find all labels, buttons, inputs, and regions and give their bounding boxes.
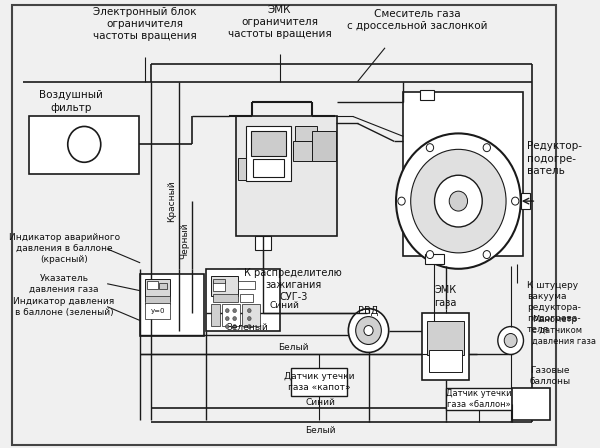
Bar bbox=[242, 304, 260, 326]
Text: ЭМК
ограничителя
частоты вращения: ЭМК ограничителя частоты вращения bbox=[227, 4, 331, 39]
Bar bbox=[145, 303, 170, 319]
Circle shape bbox=[426, 250, 434, 258]
Bar bbox=[212, 294, 238, 302]
Circle shape bbox=[247, 324, 251, 328]
Bar bbox=[212, 279, 226, 283]
Text: Белый: Белый bbox=[305, 426, 336, 435]
Bar bbox=[211, 304, 220, 326]
Bar bbox=[240, 294, 253, 302]
Circle shape bbox=[247, 309, 251, 313]
Circle shape bbox=[504, 333, 517, 348]
Text: РВД: РВД bbox=[358, 306, 379, 316]
Circle shape bbox=[483, 144, 490, 151]
Text: Указатель
давления газа: Указатель давления газа bbox=[29, 274, 99, 294]
Circle shape bbox=[247, 317, 251, 321]
Text: Датчик утечки
газа «капот»: Датчик утечки газа «капот» bbox=[284, 372, 354, 392]
Text: СУГ-3: СУГ-3 bbox=[279, 292, 308, 302]
Bar bbox=[420, 90, 434, 99]
Bar bbox=[255, 236, 271, 250]
Bar bbox=[427, 321, 464, 355]
Text: Синий: Синий bbox=[306, 398, 336, 407]
Bar bbox=[521, 193, 530, 209]
Bar bbox=[160, 283, 167, 289]
Text: Белый: Белый bbox=[278, 343, 308, 352]
Text: К распределителю
зажигания: К распределителю зажигания bbox=[244, 267, 342, 290]
Text: Индикатор аварийного
давления в баллоне
(красный): Индикатор аварийного давления в баллоне … bbox=[8, 233, 119, 264]
Text: Черный: Черный bbox=[181, 223, 190, 259]
Circle shape bbox=[233, 309, 236, 313]
Circle shape bbox=[483, 250, 490, 258]
Bar bbox=[422, 313, 469, 380]
Circle shape bbox=[398, 197, 405, 205]
Bar bbox=[140, 274, 205, 336]
Bar bbox=[295, 126, 317, 142]
Text: Смеситель газа
с дроссельной заслонкой: Смеситель газа с дроссельной заслонкой bbox=[347, 9, 487, 31]
Text: Воздушный
фильтр: Воздушный фильтр bbox=[40, 90, 103, 113]
Circle shape bbox=[68, 126, 101, 162]
Text: Электронный блок
ограничителя
частоты вращения: Электронный блок ограничителя частоты вр… bbox=[93, 7, 197, 41]
Text: y=0: y=0 bbox=[151, 308, 165, 314]
Bar bbox=[245, 126, 292, 181]
Text: Газовые
баллоны: Газовые баллоны bbox=[530, 366, 571, 386]
Circle shape bbox=[226, 317, 229, 321]
Circle shape bbox=[356, 317, 382, 345]
Bar bbox=[425, 254, 444, 264]
Bar bbox=[403, 91, 523, 256]
Text: Манометр
с датчиком
давления газа: Манометр с датчиком давления газа bbox=[532, 315, 596, 346]
Bar bbox=[251, 131, 286, 156]
Circle shape bbox=[434, 175, 482, 227]
Text: ЭМК
газа: ЭМК газа bbox=[434, 285, 457, 308]
Bar bbox=[290, 368, 347, 396]
Circle shape bbox=[410, 149, 506, 253]
Circle shape bbox=[396, 134, 521, 269]
Bar bbox=[236, 116, 337, 236]
Bar bbox=[212, 281, 226, 291]
Bar bbox=[429, 350, 462, 372]
Bar bbox=[446, 388, 512, 410]
Text: К штуцеру
вакуума
редуктора-
подогрева-
теля: К штуцеру вакуума редуктора- подогрева- … bbox=[527, 281, 581, 334]
Text: Зеленый: Зеленый bbox=[227, 323, 268, 332]
Circle shape bbox=[349, 309, 389, 353]
Text: Редуктор-
подогре-
ватель: Редуктор- подогре- ватель bbox=[527, 142, 582, 176]
Text: Индикатор давления
в баллоне (зеленый): Индикатор давления в баллоне (зеленый) bbox=[13, 297, 115, 317]
Bar bbox=[293, 142, 311, 161]
Bar bbox=[311, 131, 335, 161]
Circle shape bbox=[226, 309, 229, 313]
Bar bbox=[253, 159, 284, 177]
Circle shape bbox=[226, 324, 229, 328]
Circle shape bbox=[426, 144, 434, 151]
Bar bbox=[29, 116, 139, 174]
Circle shape bbox=[233, 317, 236, 321]
Bar bbox=[238, 158, 245, 180]
Text: Красный: Красный bbox=[167, 180, 176, 222]
Bar bbox=[206, 269, 280, 331]
Circle shape bbox=[449, 191, 467, 211]
Circle shape bbox=[512, 197, 519, 205]
Bar bbox=[512, 388, 550, 420]
Bar bbox=[222, 304, 240, 326]
Circle shape bbox=[364, 326, 373, 336]
Bar bbox=[145, 279, 170, 301]
Bar bbox=[211, 276, 238, 296]
Text: Синий: Синий bbox=[269, 301, 299, 310]
Circle shape bbox=[498, 327, 523, 354]
Bar bbox=[146, 281, 158, 289]
Bar bbox=[145, 296, 170, 304]
Text: Датчик утечки
газа «баллон»: Датчик утечки газа «баллон» bbox=[446, 389, 511, 409]
Circle shape bbox=[233, 324, 236, 328]
Bar bbox=[238, 281, 255, 289]
